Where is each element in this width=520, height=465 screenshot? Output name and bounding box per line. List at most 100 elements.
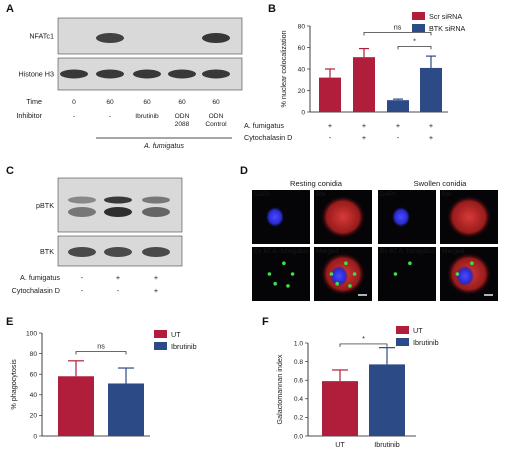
panel-letter-F: F bbox=[262, 316, 269, 328]
micro-tile bbox=[252, 247, 310, 301]
condition-mark: + bbox=[116, 273, 120, 282]
time-value: 0 bbox=[72, 99, 76, 106]
micro-title: Resting conidia bbox=[290, 179, 343, 188]
legend-swatch bbox=[396, 338, 409, 346]
time-value: 60 bbox=[178, 99, 186, 106]
micro-title: Swollen conidia bbox=[414, 179, 468, 188]
conidium bbox=[286, 284, 290, 288]
y-axis-label: % nuclear colocalization bbox=[279, 30, 288, 107]
conidium bbox=[273, 281, 278, 286]
blot-band bbox=[104, 247, 132, 257]
condition-mark: - bbox=[117, 286, 120, 295]
tile-caption: Merged bbox=[316, 248, 339, 255]
inhibitor-value: 2088 bbox=[175, 121, 190, 128]
significance-bracket bbox=[339, 343, 388, 347]
inhibitor-value: ODN bbox=[175, 113, 190, 120]
conidium bbox=[348, 284, 352, 288]
legend-label: UT bbox=[171, 330, 181, 339]
panel-e-chart: 0 20 40 60 80 100 % phagocytosis ns UT Ibrutinib bbox=[9, 330, 197, 440]
time-label: Time bbox=[26, 97, 42, 106]
x-tick-label: Ibrutinib bbox=[374, 440, 400, 449]
conidium bbox=[470, 261, 474, 266]
conidium bbox=[344, 261, 348, 266]
tile-caption: Ex 67 A. fumigatus bbox=[254, 248, 310, 255]
condition-mark: + bbox=[362, 121, 366, 130]
conidium bbox=[352, 272, 357, 276]
blot-band bbox=[142, 207, 170, 217]
legend-label: UT bbox=[413, 326, 423, 335]
tile-caption: Btk bbox=[316, 191, 326, 198]
y-tick-label: 20 bbox=[30, 413, 38, 420]
tile-caption: Ex 67 A. fumigatus bbox=[380, 248, 436, 255]
y-tick-label: 100 bbox=[26, 330, 37, 337]
y-tick-label: 0 bbox=[33, 433, 37, 440]
cell-body bbox=[447, 196, 491, 238]
legend-label: BTK siRNA bbox=[429, 24, 466, 33]
y-tick-label: 0.8 bbox=[294, 359, 303, 366]
y-tick-label: 40 bbox=[30, 392, 38, 399]
blot-band bbox=[142, 196, 170, 204]
panel-c-blot: pBTK BTK A. fumigatus - + + Cytochalasin D - - + bbox=[12, 177, 183, 295]
time-value: 60 bbox=[106, 99, 114, 106]
bar bbox=[353, 57, 375, 112]
condition-mark: + bbox=[396, 121, 400, 130]
inhibitor-value: - bbox=[109, 113, 111, 120]
panel-letter-B: B bbox=[268, 3, 276, 15]
legend-label: Ibrutinib bbox=[171, 342, 197, 351]
inhibitor-value: Ibrutinib bbox=[135, 113, 159, 120]
panel-letter-A: A bbox=[6, 3, 14, 15]
panel-letter-E: E bbox=[6, 316, 13, 328]
conidium bbox=[329, 272, 334, 276]
y-tick-label: 0.6 bbox=[294, 378, 303, 385]
blot-label: Histone H3 bbox=[18, 70, 54, 79]
blot-strip bbox=[57, 177, 183, 233]
treatment-label: A. fumigatus bbox=[143, 141, 184, 150]
condition-mark: - bbox=[81, 273, 84, 282]
y-tick-label: 80 bbox=[30, 351, 38, 358]
blot-band bbox=[104, 207, 132, 217]
legend-swatch bbox=[154, 330, 167, 338]
y-tick-label: 0.0 bbox=[294, 433, 303, 440]
blot-band bbox=[96, 69, 124, 79]
x-tick-label: UT bbox=[335, 440, 345, 449]
conidium bbox=[290, 272, 295, 276]
tile-caption: DAPI bbox=[380, 191, 396, 198]
condition-label: A. fumigatus bbox=[20, 273, 60, 282]
bar bbox=[322, 381, 358, 436]
condition-mark: + bbox=[328, 121, 332, 130]
condition-label: Cytochalasin D bbox=[244, 133, 292, 142]
blot-band bbox=[104, 196, 132, 204]
condition-label: A. fumigatus bbox=[244, 121, 284, 130]
time-value: 60 bbox=[143, 99, 151, 106]
nucleus bbox=[266, 207, 284, 227]
conidium bbox=[335, 281, 340, 286]
condition-mark: + bbox=[154, 286, 158, 295]
time-value: 60 bbox=[212, 99, 220, 106]
blot-label: NFATc1 bbox=[29, 32, 54, 41]
y-tick-label: 0 bbox=[301, 109, 305, 116]
nucleus bbox=[456, 266, 474, 286]
tile-caption: Merged bbox=[442, 248, 465, 255]
legend-label: Ibrutinib bbox=[413, 338, 439, 347]
y-axis-label: Galactomannan index bbox=[275, 354, 284, 424]
bar bbox=[108, 383, 144, 436]
significance-bracket bbox=[75, 351, 127, 355]
y-tick-label: 80 bbox=[298, 23, 306, 30]
condition-mark: + bbox=[362, 133, 366, 142]
inhibitor-label: Inhibitor bbox=[16, 111, 42, 120]
blot-label: BTK bbox=[40, 247, 54, 256]
condition-mark: - bbox=[397, 133, 400, 142]
y-tick-label: 40 bbox=[298, 66, 306, 73]
significance-label: * bbox=[362, 334, 365, 343]
legend-swatch bbox=[412, 24, 425, 32]
panel-letter-C: C bbox=[6, 165, 14, 177]
micro-tile bbox=[378, 247, 436, 301]
bar bbox=[420, 67, 442, 112]
nucleus bbox=[392, 207, 410, 227]
panel-letter-D: D bbox=[240, 165, 248, 177]
blot-band bbox=[68, 196, 96, 204]
y-tick-label: 20 bbox=[298, 88, 306, 95]
condition-mark: - bbox=[81, 286, 84, 295]
condition-mark: + bbox=[429, 133, 433, 142]
